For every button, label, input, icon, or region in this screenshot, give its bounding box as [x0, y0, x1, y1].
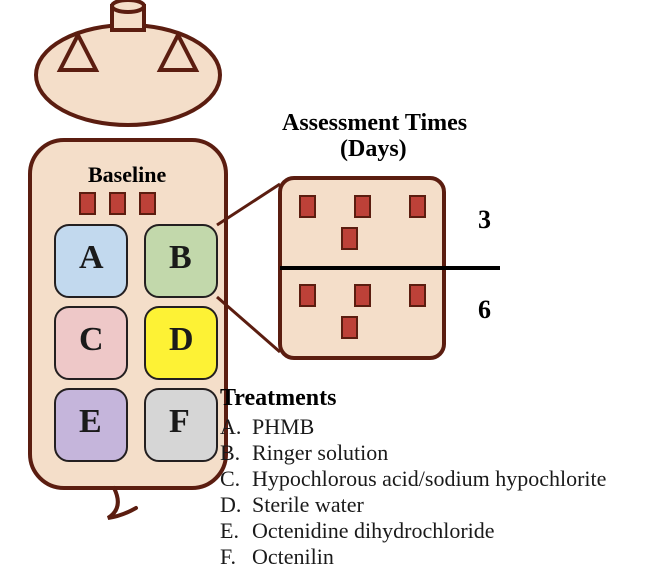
assessment-heading-line1: Assessment Times	[282, 110, 467, 137]
treatment-row-C: C.Hypochlorous acid/sodium hypochlorite	[220, 466, 606, 492]
treatments-heading: Treatments	[220, 385, 336, 412]
treatment-row-A: A.PHMB	[220, 414, 314, 440]
assessment-heading-line2: (Days)	[340, 136, 407, 163]
treatment-row-F: F.Octenilin	[220, 544, 334, 570]
baseline-label: Baseline	[88, 162, 166, 188]
treatment-row-D: D.Sterile water	[220, 492, 364, 518]
treatment-name: Hypochlorous acid/sodium hypochlorite	[252, 466, 606, 491]
treatment-letter: F.	[220, 544, 252, 570]
box-letter-A: A	[79, 239, 104, 277]
day-6-label: 6	[478, 295, 491, 325]
box-letter-F: F	[169, 403, 190, 441]
day-3-label: 3	[478, 205, 491, 235]
treatment-name: Sterile water	[252, 492, 364, 517]
box-letter-D: D	[169, 321, 194, 359]
treatment-row-B: B.Ringer solution	[220, 440, 388, 466]
box-letter-B: B	[169, 239, 192, 277]
treatment-letter: C.	[220, 466, 252, 492]
treatment-name: Octenidine dihydrochloride	[252, 518, 495, 543]
box-letter-E: E	[79, 403, 102, 441]
treatment-letter: B.	[220, 440, 252, 466]
treatment-name: Octenilin	[252, 544, 334, 569]
treatment-name: Ringer solution	[252, 440, 388, 465]
treatment-letter: A.	[220, 414, 252, 440]
treatment-row-E: E.Octenidine dihydrochloride	[220, 518, 495, 544]
box-letter-C: C	[79, 321, 104, 359]
treatment-letter: D.	[220, 492, 252, 518]
treatment-name: PHMB	[252, 414, 314, 439]
treatment-letter: E.	[220, 518, 252, 544]
